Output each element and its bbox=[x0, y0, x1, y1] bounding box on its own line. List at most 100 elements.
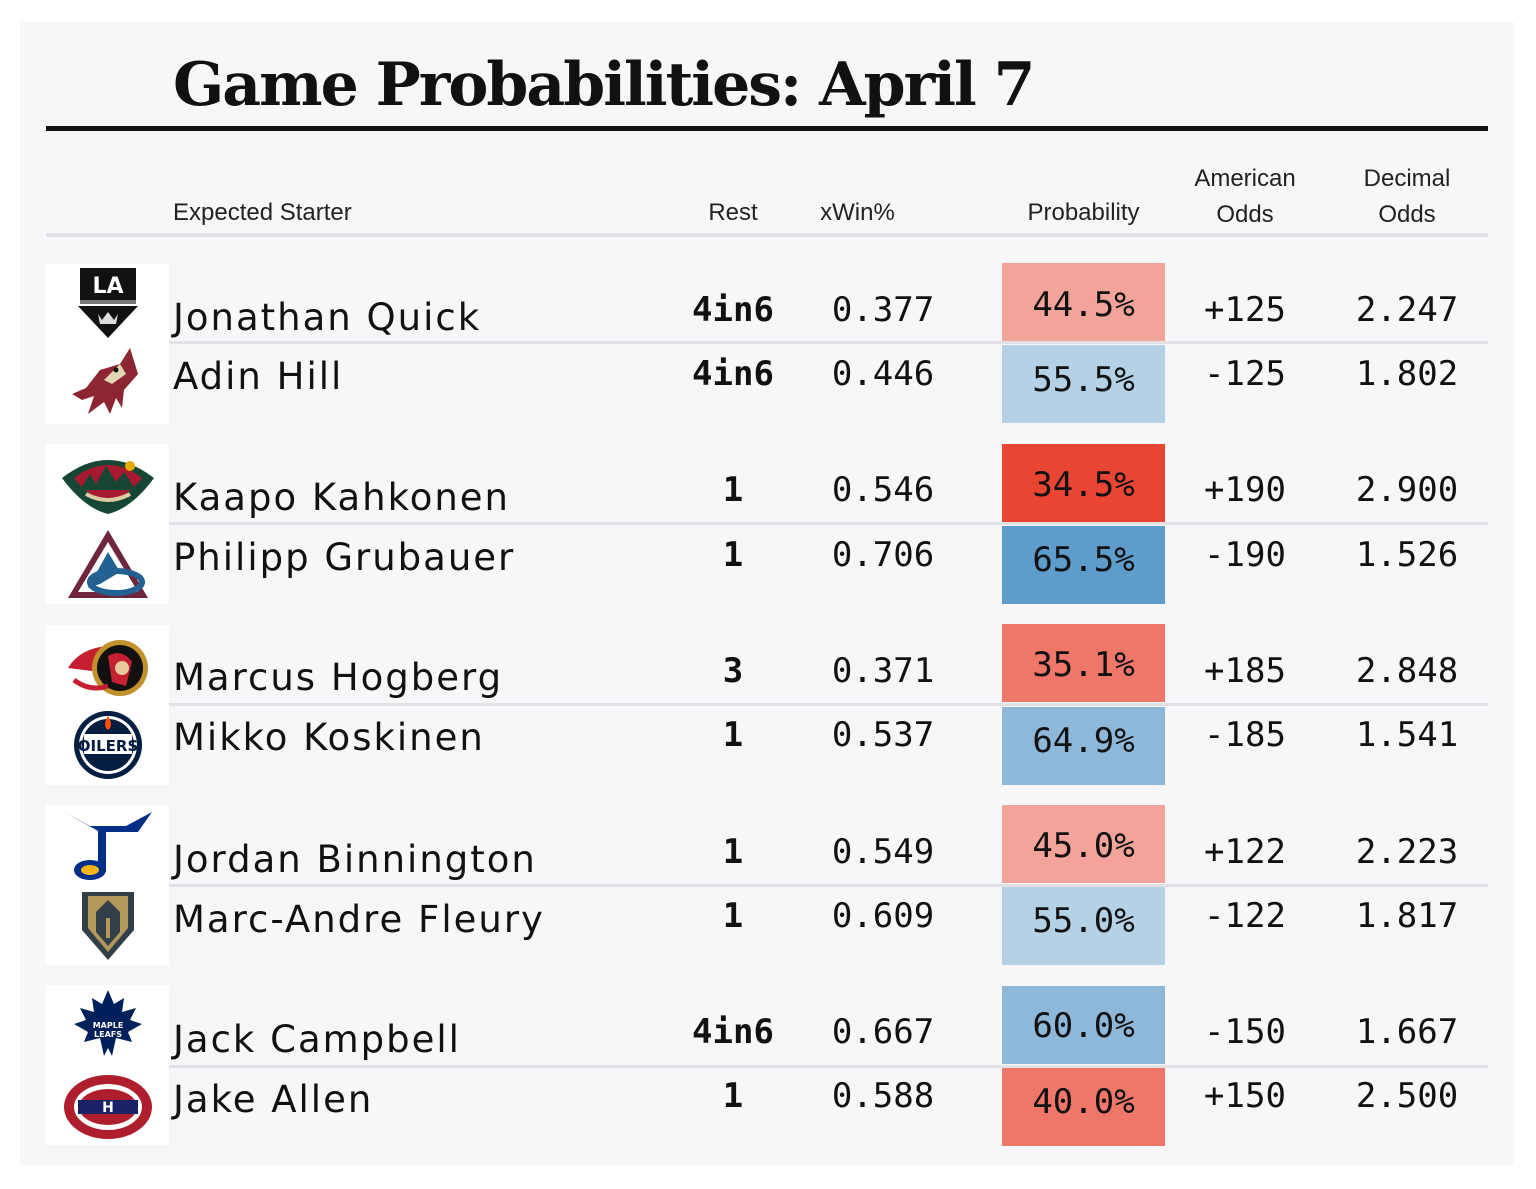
rest-value: 1 bbox=[722, 470, 744, 510]
probability-value: 44.5% bbox=[1032, 285, 1135, 325]
xwin-value: 0.588 bbox=[831, 1076, 935, 1116]
title-divider bbox=[46, 126, 1488, 131]
american-odds-value: -185 bbox=[1204, 715, 1286, 755]
header-expected-starter: Expected Starter bbox=[173, 199, 352, 226]
row-divider bbox=[169, 522, 1488, 525]
coyotes-logo-icon bbox=[72, 348, 138, 414]
american-odds-value: -122 bbox=[1204, 896, 1286, 936]
probability-cell bbox=[1002, 444, 1165, 522]
row-divider bbox=[169, 703, 1488, 706]
decimal-odds-value: 1.667 bbox=[1355, 1012, 1459, 1052]
rest-value: 1 bbox=[722, 1076, 744, 1116]
decimal-odds-value: 2.247 bbox=[1355, 290, 1459, 330]
header-divider bbox=[46, 233, 1488, 237]
american-odds-value: +122 bbox=[1204, 832, 1286, 872]
decimal-odds-value: 2.223 bbox=[1355, 832, 1459, 872]
xwin-value: 0.667 bbox=[831, 1012, 935, 1052]
probability-value: 35.1% bbox=[1032, 645, 1135, 685]
starter-name: Jonathan Quick bbox=[173, 296, 482, 339]
rest-value: 4in6 bbox=[692, 290, 774, 330]
svg-text:LEAFS: LEAFS bbox=[94, 1030, 122, 1039]
probability-cell bbox=[1002, 887, 1165, 965]
decimal-odds-value: 1.817 bbox=[1355, 896, 1459, 936]
rest-value: 1 bbox=[722, 832, 744, 872]
probability-value: 60.0% bbox=[1032, 1006, 1135, 1046]
header-rest: Rest bbox=[708, 199, 758, 226]
row-divider bbox=[169, 1065, 1488, 1068]
xwin-value: 0.546 bbox=[831, 470, 935, 510]
xwin-value: 0.377 bbox=[831, 290, 935, 330]
row-divider bbox=[169, 884, 1488, 887]
xwin-value: 0.549 bbox=[831, 832, 935, 872]
probability-cell bbox=[1002, 986, 1165, 1064]
header-decimal-line1: Decimal bbox=[1363, 165, 1451, 192]
rest-value: 4in6 bbox=[692, 1012, 774, 1052]
avalanche-logo-icon bbox=[68, 530, 148, 598]
american-odds-value: +190 bbox=[1204, 470, 1286, 510]
xwin-value: 0.371 bbox=[831, 651, 935, 691]
xwin-value: 0.446 bbox=[831, 354, 935, 394]
oilers-logo-icon: OILERS bbox=[74, 711, 142, 779]
xwin-value: 0.609 bbox=[831, 896, 935, 936]
starter-name: Marcus Hogberg bbox=[173, 656, 504, 699]
decimal-odds-value: 2.848 bbox=[1355, 651, 1459, 691]
header-american-line2: Odds bbox=[1216, 201, 1274, 228]
starter-name: Marc-Andre Fleury bbox=[173, 898, 545, 941]
rest-value: 4in6 bbox=[692, 354, 774, 394]
probability-cell bbox=[1002, 707, 1165, 785]
svg-text:OILERS: OILERS bbox=[78, 737, 139, 755]
xwin-value: 0.706 bbox=[831, 535, 935, 575]
header-probability: Probability bbox=[1027, 199, 1140, 226]
svg-text:MAPLE: MAPLE bbox=[93, 1021, 124, 1030]
canadiens-logo-icon: H bbox=[64, 1075, 152, 1139]
svg-text:H: H bbox=[102, 1100, 114, 1116]
american-odds-value: +185 bbox=[1204, 651, 1286, 691]
rest-value: 1 bbox=[722, 896, 744, 936]
american-odds-value: +150 bbox=[1204, 1076, 1286, 1116]
header-decimal-odds: Decimal Odds bbox=[1342, 161, 1472, 233]
american-odds-value: +125 bbox=[1204, 290, 1286, 330]
rest-value: 1 bbox=[722, 715, 744, 755]
probability-value: 34.5% bbox=[1032, 465, 1135, 505]
senators-logo-icon bbox=[68, 640, 148, 696]
header-american-line1: American bbox=[1194, 165, 1296, 192]
starter-name: Jack Campbell bbox=[173, 1018, 461, 1061]
decimal-odds-value: 1.802 bbox=[1355, 354, 1459, 394]
probability-cell bbox=[1002, 526, 1165, 604]
rest-value: 1 bbox=[722, 535, 744, 575]
golden-knights-logo-icon bbox=[82, 892, 134, 960]
probability-cell bbox=[1002, 624, 1165, 702]
header-decimal-line2: Odds bbox=[1378, 201, 1436, 228]
probability-cell bbox=[1002, 263, 1165, 341]
probability-value: 65.5% bbox=[1032, 540, 1135, 580]
rest-value: 3 bbox=[722, 651, 744, 691]
decimal-odds-value: 1.526 bbox=[1355, 535, 1459, 575]
wild-logo-icon bbox=[62, 460, 154, 514]
maple-leafs-logo-icon: MAPLE LEAFS bbox=[74, 990, 142, 1056]
probability-cell bbox=[1002, 1068, 1165, 1146]
american-odds-value: -125 bbox=[1204, 354, 1286, 394]
row-divider bbox=[169, 341, 1488, 344]
starter-name: Mikko Koskinen bbox=[173, 716, 485, 759]
header-xwin: xWin% bbox=[820, 199, 895, 226]
probability-value: 55.0% bbox=[1032, 901, 1135, 941]
american-odds-value: -190 bbox=[1204, 535, 1286, 575]
header-american-odds: American Odds bbox=[1180, 161, 1310, 233]
probability-value: 40.0% bbox=[1032, 1082, 1135, 1122]
table-panel bbox=[20, 22, 1514, 1166]
probability-cell bbox=[1002, 345, 1165, 423]
probability-value: 64.9% bbox=[1032, 721, 1135, 761]
page-title: Game Probabilities: April 7 bbox=[173, 50, 1035, 120]
kings-logo-icon: LA bbox=[78, 268, 138, 338]
xwin-value: 0.537 bbox=[831, 715, 935, 755]
starter-name: Philipp Grubauer bbox=[173, 536, 516, 579]
probability-value: 45.0% bbox=[1032, 826, 1135, 866]
starter-name: Adin Hill bbox=[173, 355, 344, 398]
starter-name: Jake Allen bbox=[173, 1078, 374, 1121]
american-odds-value: -150 bbox=[1204, 1012, 1286, 1052]
decimal-odds-value: 1.541 bbox=[1355, 715, 1459, 755]
starter-name: Kaapo Kahkonen bbox=[173, 476, 510, 519]
svg-text:LA: LA bbox=[92, 274, 123, 299]
decimal-odds-value: 2.500 bbox=[1355, 1076, 1459, 1116]
decimal-odds-value: 2.900 bbox=[1355, 470, 1459, 510]
